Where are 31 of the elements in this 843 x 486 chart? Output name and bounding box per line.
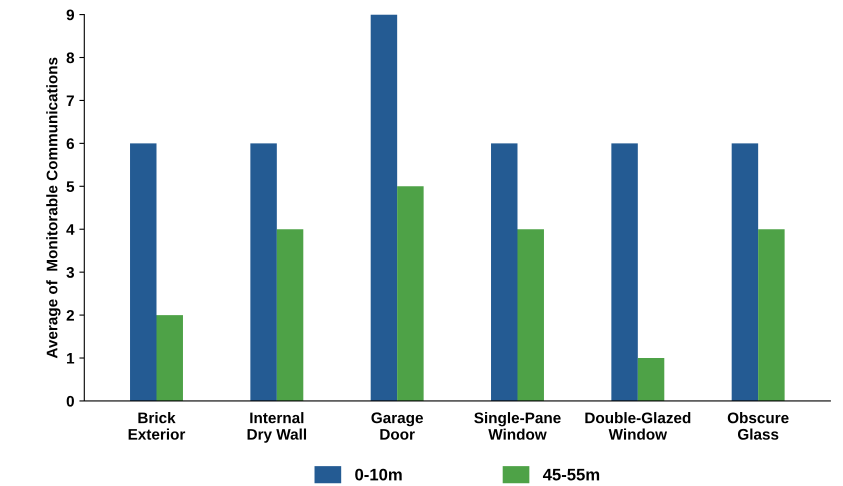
bar xyxy=(732,143,758,401)
x-tick-label: Double-Glazed Window xyxy=(585,412,690,440)
x-tick-label: Internal Dry Wall xyxy=(248,412,306,443)
bar xyxy=(758,229,785,401)
bar xyxy=(611,143,638,401)
y-tick-label: 6 xyxy=(66,138,74,150)
y-tick-label: 8 xyxy=(66,52,74,64)
bar xyxy=(397,186,424,401)
x-tick-label: Brick Exterior xyxy=(128,412,186,440)
y-tick-label: 9 xyxy=(66,9,74,20)
bar xyxy=(638,358,664,401)
x-tick-label: Obscure Glass xyxy=(728,412,789,440)
y-axis-title: Average of Monitorable Communications xyxy=(46,58,61,358)
y-tick-label: 2 xyxy=(66,310,74,321)
y-tick-label: 1 xyxy=(67,353,74,364)
bar xyxy=(156,315,183,401)
bar xyxy=(491,143,518,401)
y-tick-label: 7 xyxy=(66,95,74,106)
y-tick-label: 0 xyxy=(66,396,74,407)
bar xyxy=(250,143,277,401)
y-tick-label: 5 xyxy=(66,181,74,192)
bar xyxy=(130,143,156,401)
bar xyxy=(370,14,398,401)
legend-label: 45-55m xyxy=(542,468,600,481)
bar xyxy=(276,229,304,401)
y-tick-label: 4 xyxy=(66,224,74,235)
y-tick-label: 3 xyxy=(66,267,74,278)
x-tick-label: Garage Door xyxy=(371,412,423,440)
legend-label: 0-10m xyxy=(355,468,402,481)
bar xyxy=(517,229,544,401)
x-tick-label: Single-Pane Window xyxy=(474,412,561,440)
